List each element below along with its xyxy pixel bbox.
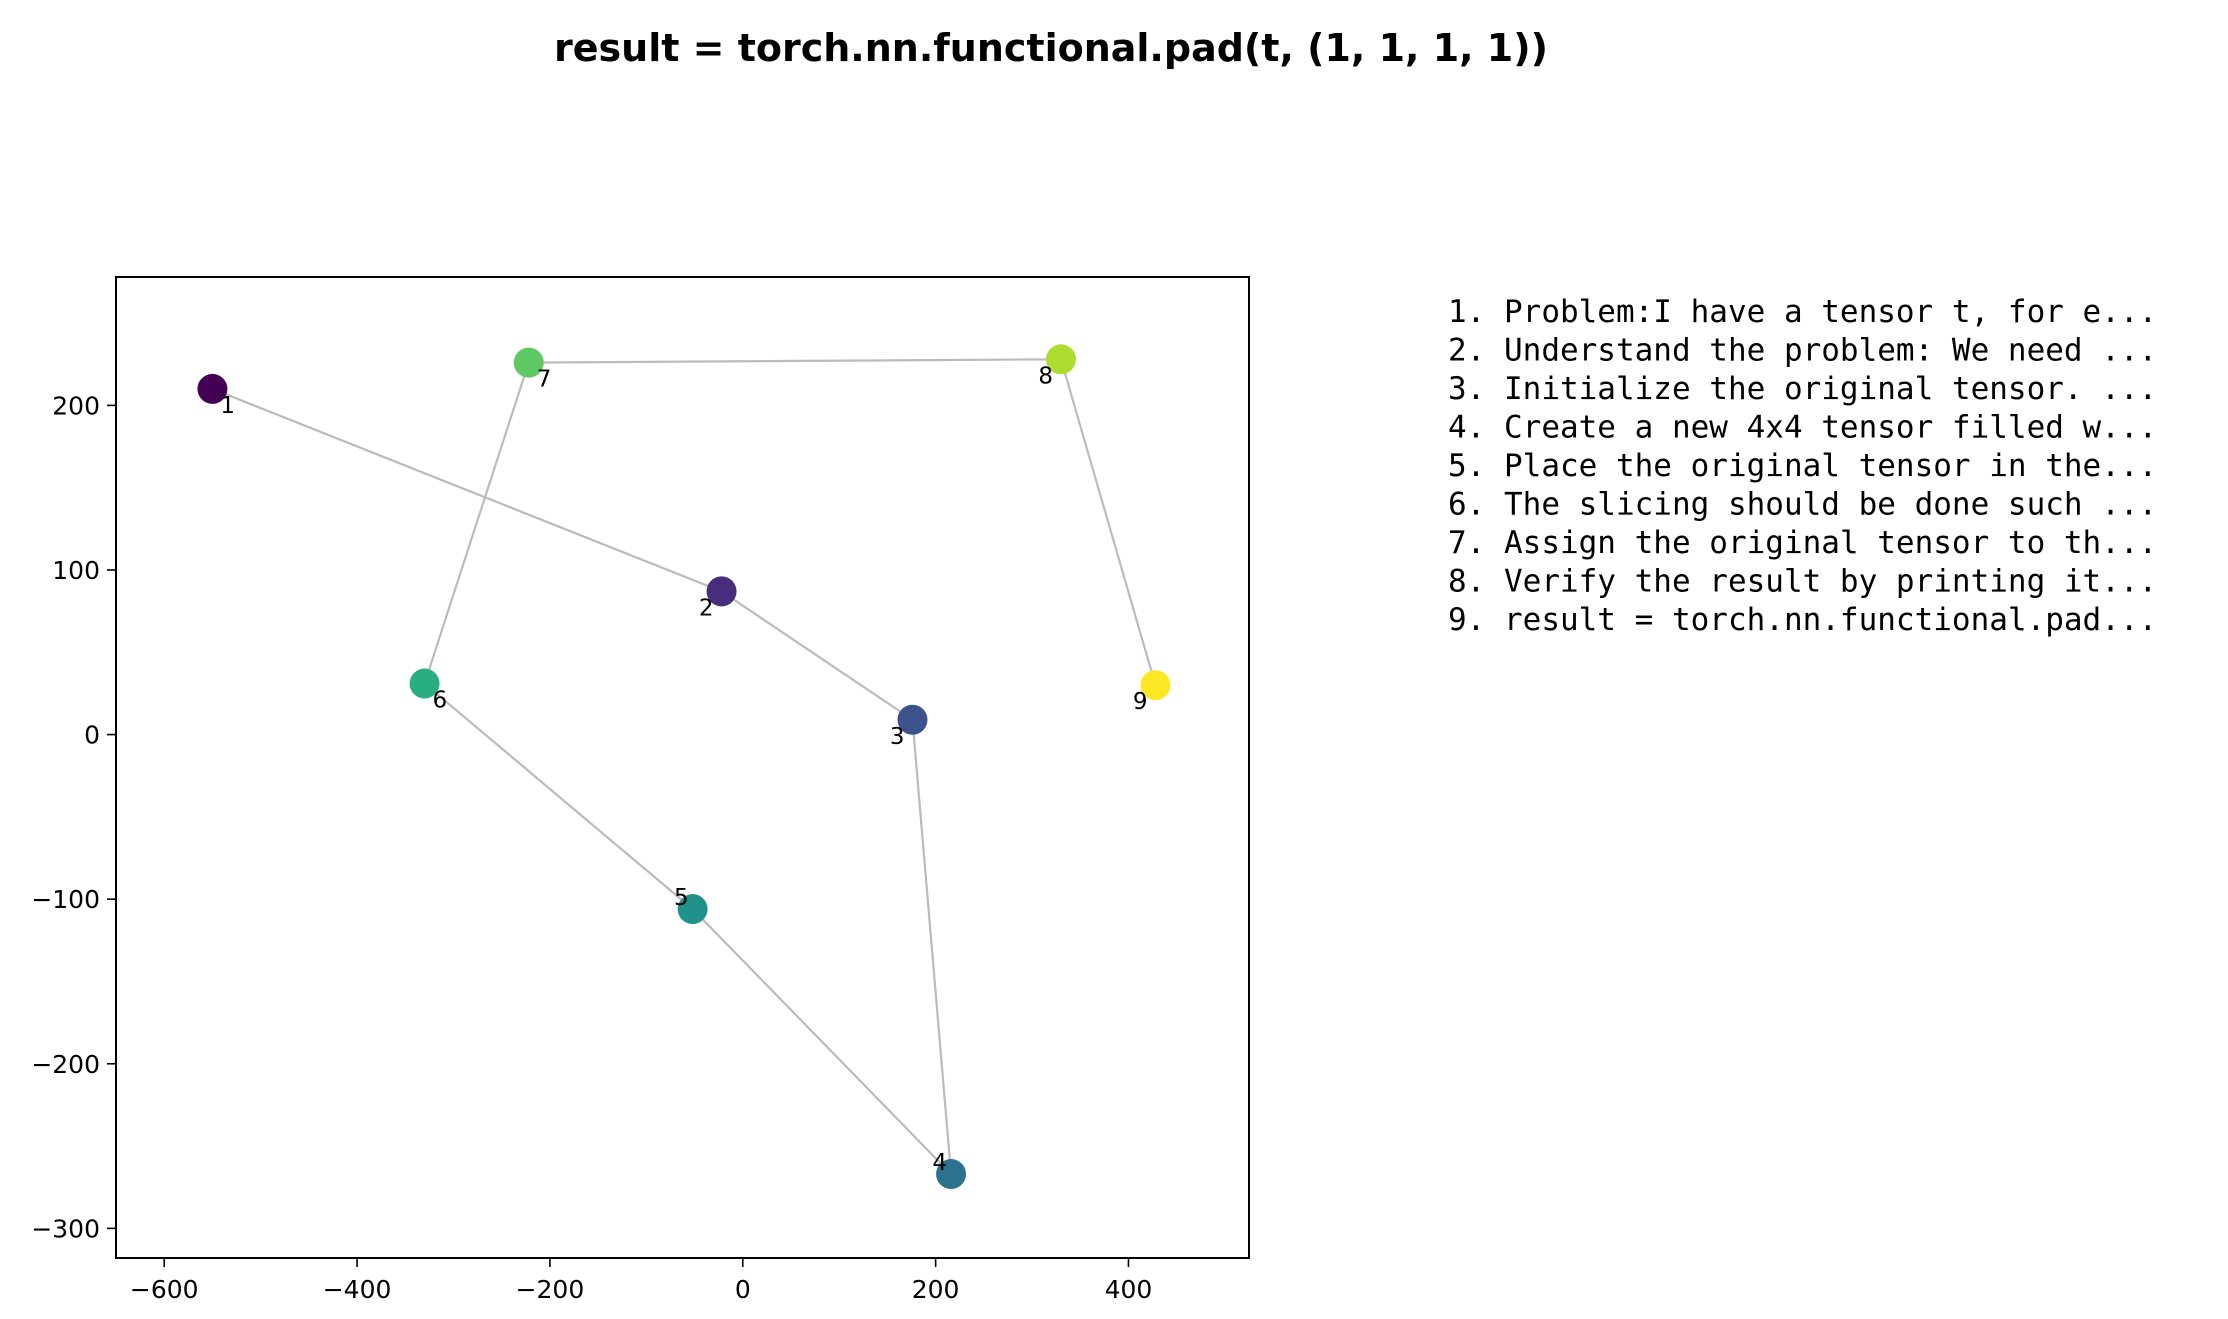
y-tick-label: −300 <box>31 1214 100 1243</box>
point-label-2: 2 <box>699 595 714 621</box>
x-tick-label: −200 <box>516 1275 585 1304</box>
step-annotation-8: 8. Verify the result by printing it... <box>1448 564 2157 600</box>
x-tick-label: 400 <box>1105 1275 1153 1304</box>
point-marker-9 <box>1140 670 1171 701</box>
plot-area: 1 2 3 4 5 6 7 8 9 −600 −400 −200 0 200 400 −300 −200 −1… <box>31 276 1250 1304</box>
y-axis: −300 −200 −100 0 100 200 <box>31 391 116 1243</box>
point-label-8: 8 <box>1038 363 1053 389</box>
point-marker-1 <box>197 373 228 404</box>
y-tick-label: 100 <box>52 556 100 585</box>
x-tick-label: −400 <box>323 1275 392 1304</box>
connector-line <box>911 719 953 1175</box>
point-markers <box>197 344 1171 1190</box>
step-annotation-6: 6. The slicing should be done such ... <box>1448 487 2157 523</box>
point-marker-5 <box>677 894 708 925</box>
step-annotation-4: 4. Create a new 4x4 tensor filled w... <box>1448 410 2157 446</box>
connector-lines <box>212 358 1157 1175</box>
connector-line <box>423 682 694 910</box>
step-annotations: 1. Problem:I have a tensor t, for e...2.… <box>1448 294 2157 638</box>
y-tick-label: −100 <box>31 885 100 914</box>
step-annotation-9: 9. result = torch.nn.functional.pad... <box>1448 602 2157 638</box>
point-label-1: 1 <box>220 393 235 419</box>
point-label-4: 4 <box>932 1150 947 1176</box>
point-marker-6 <box>409 668 440 699</box>
axes-frame <box>115 276 1250 1259</box>
point-marker-3 <box>897 704 928 735</box>
point-marker-4 <box>936 1159 967 1190</box>
point-label-3: 3 <box>890 724 905 750</box>
connector-line <box>720 590 914 721</box>
connector-line <box>1059 358 1157 686</box>
point-label-9: 9 <box>1133 689 1148 715</box>
point-marker-2 <box>706 576 737 607</box>
point-label-7: 7 <box>537 367 552 393</box>
step-annotation-2: 2. Understand the problem: We need ... <box>1448 333 2157 369</box>
point-label-5: 5 <box>674 885 689 911</box>
y-tick-label: 200 <box>52 391 100 420</box>
y-tick-label: −200 <box>31 1050 100 1079</box>
connector-line <box>528 358 1061 364</box>
point-marker-8 <box>1045 344 1076 375</box>
step-annotation-3: 3. Initialize the original tensor. ... <box>1448 371 2157 407</box>
step-annotation-5: 5. Place the original tensor in the... <box>1448 448 2157 484</box>
connector-line <box>691 908 952 1175</box>
x-axis: −600 −400 −200 0 200 400 <box>130 1258 1152 1304</box>
point-marker-7 <box>513 347 544 378</box>
point-label-6: 6 <box>433 688 448 714</box>
x-tick-label: −600 <box>130 1275 199 1304</box>
x-tick-label: 0 <box>735 1275 751 1304</box>
x-tick-label: 200 <box>912 1275 960 1304</box>
step-annotation-1: 1. Problem:I have a tensor t, for e... <box>1448 294 2157 330</box>
step-annotation-7: 7. Assign the original tensor to th... <box>1448 525 2157 561</box>
connector-line <box>212 387 722 593</box>
connector-line <box>423 362 530 684</box>
point-labels: 1 2 3 4 5 6 7 8 9 <box>220 363 1147 1176</box>
y-tick-label: 0 <box>84 721 100 750</box>
chart-title: result = torch.nn.functional.pad(t, (1, … <box>554 26 1548 70</box>
